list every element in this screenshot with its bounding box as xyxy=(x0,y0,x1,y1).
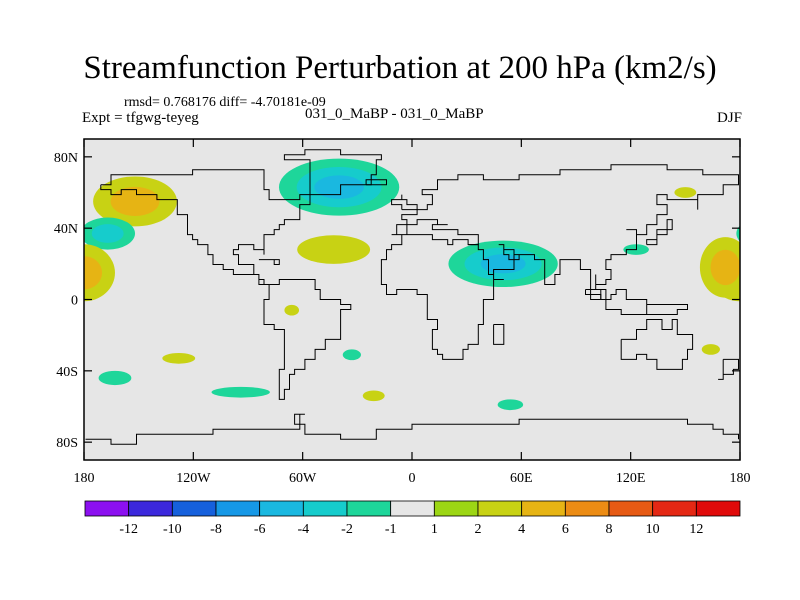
anomaly-level-ellipse xyxy=(701,344,720,355)
anomaly-level-ellipse xyxy=(91,224,124,243)
anomaly-level-ellipse xyxy=(748,224,780,243)
coastline-new-zealand xyxy=(718,358,739,380)
colorbar-label: 4 xyxy=(518,522,525,537)
coastline-antarctica xyxy=(85,413,739,445)
coastline-eurasia-africa xyxy=(380,164,739,360)
colorbar-label: 1 xyxy=(431,522,438,537)
y-tick-label: 80S xyxy=(56,436,78,451)
x-tick-label: 60E xyxy=(510,471,533,486)
x-tick-label: 120W xyxy=(176,471,211,486)
anomaly-level-ellipse xyxy=(110,186,160,216)
y-tick-label: 80N xyxy=(54,151,78,166)
colorbar-label: 12 xyxy=(689,522,703,537)
anomaly-japan-positive xyxy=(674,187,697,198)
colorbar-swatch xyxy=(259,500,304,517)
colorbar-swatch xyxy=(302,500,348,517)
colorbar-label: -8 xyxy=(210,522,222,537)
colorbar-label: 10 xyxy=(646,522,660,537)
coastline-arabia-red-sea xyxy=(468,244,494,275)
colorbar-swatch xyxy=(477,500,523,517)
colorbar-label: -12 xyxy=(119,522,138,537)
anomaly-greenland-negative xyxy=(278,158,400,216)
colorbar-swatch xyxy=(84,500,130,517)
colorbar-label: -10 xyxy=(163,522,182,537)
colorbar-label: -1 xyxy=(385,522,397,537)
colorbar-swatch xyxy=(346,500,392,517)
coastline-greenland xyxy=(283,149,382,196)
anomaly-s-atlantic-positive xyxy=(362,390,385,402)
coastline-madagascar xyxy=(493,324,505,345)
anomaly-level-ellipse xyxy=(736,225,740,242)
anomaly-level-ellipse xyxy=(211,386,270,398)
anomaly-level-ellipse xyxy=(314,175,364,199)
anomaly-indian-ocean-negative xyxy=(497,399,524,411)
map-title: Streamfunction Perturbation at 200 hPa (… xyxy=(83,50,717,86)
season-label: DJF xyxy=(716,110,742,126)
colorbar-swatch xyxy=(128,500,173,517)
anomaly-s-atlantic-negative xyxy=(342,349,361,361)
anomaly-level-ellipse xyxy=(284,304,300,316)
colorbar: -12 -10 -8 -6 -4 -2 -1 1 2 4 6 8 10 12 xyxy=(84,500,741,537)
y-tick-label: 0 xyxy=(71,294,78,309)
y-tick-label: 40S xyxy=(56,365,78,380)
colorbar-label: -4 xyxy=(297,522,309,537)
coastline-australia xyxy=(620,319,694,370)
x-tick-label: 120E xyxy=(616,471,646,486)
anomaly-level-ellipse xyxy=(767,187,800,216)
rmsd-diff-stats: rmsd= 0.768176 diff= -4.70181e-09 xyxy=(124,95,326,110)
colorbar-swatch xyxy=(521,500,566,517)
coastline-north-america xyxy=(100,169,311,285)
coastline-british-isles xyxy=(391,194,418,211)
colorbar-swatch xyxy=(564,500,610,517)
colorbar-swatch xyxy=(652,500,697,517)
x-tick-label: 180 xyxy=(74,471,95,486)
anomaly-level-ellipse xyxy=(749,176,800,226)
coastline-japan xyxy=(646,219,673,246)
colorbar-swatch xyxy=(695,500,741,517)
colorbar-label: -2 xyxy=(341,522,353,537)
coastline-south-america xyxy=(263,279,352,400)
anomaly-w-pacific-positive xyxy=(699,237,740,298)
colorbar-label: -6 xyxy=(254,522,266,537)
anomaly-level-ellipse xyxy=(98,370,132,386)
x-tick-label: 180 xyxy=(730,471,751,486)
anomaly-level-ellipse xyxy=(84,256,103,290)
coastline-cuba xyxy=(258,259,280,265)
coastline-iceland xyxy=(365,179,387,186)
anomaly-atlantic-ridge-positive xyxy=(297,235,371,264)
coastline-layer xyxy=(85,149,739,445)
colorbar-swatch xyxy=(608,500,654,517)
anomaly-level-ellipse xyxy=(297,235,371,264)
anomaly-level-ellipse xyxy=(162,353,196,364)
anomaly-level-ellipse xyxy=(755,371,788,385)
anomaly-s-pacific-positive xyxy=(162,353,196,364)
colorbar-swatch xyxy=(171,500,217,517)
anomaly-level-ellipse xyxy=(497,399,524,411)
coastline-indonesia xyxy=(585,289,688,315)
colorbar-swatch xyxy=(433,500,479,517)
colorbar-swatch xyxy=(390,500,435,517)
anomaly-level-ellipse xyxy=(342,349,361,361)
anomaly-layer xyxy=(84,158,800,411)
colorbar-swatch xyxy=(215,500,261,517)
anomaly-c-pacific-small-positive xyxy=(284,304,300,316)
colorbar-label: 8 xyxy=(606,522,613,537)
x-tick-label: 60W xyxy=(289,471,317,486)
x-tick-label: 0 xyxy=(409,471,416,486)
experiment-label: Expt = tfgwg-teyeg xyxy=(82,110,199,126)
anomaly-level-ellipse xyxy=(710,249,740,286)
anomaly-n-pacific-west-positive xyxy=(93,176,800,227)
anomaly-level-ellipse xyxy=(674,187,697,198)
anomaly-tasman-positive xyxy=(701,344,720,355)
runs-label: 031_0_MaBP - 031_0_MaBP xyxy=(305,106,484,122)
y-tick-label: 40N xyxy=(54,222,78,237)
colorbar-label: 2 xyxy=(475,522,482,537)
axis-ticks: 180 120W 60W 0 60E 120E 180 80N 40N 0 40S 80S xyxy=(54,139,751,486)
colorbar-label: 6 xyxy=(562,522,569,537)
anomaly-s-pacific-negative xyxy=(98,370,788,386)
anomaly-n-pacific-east-negative xyxy=(84,217,780,250)
anomaly-level-ellipse xyxy=(362,390,385,402)
anomaly-s-ocean-negative xyxy=(211,386,270,398)
